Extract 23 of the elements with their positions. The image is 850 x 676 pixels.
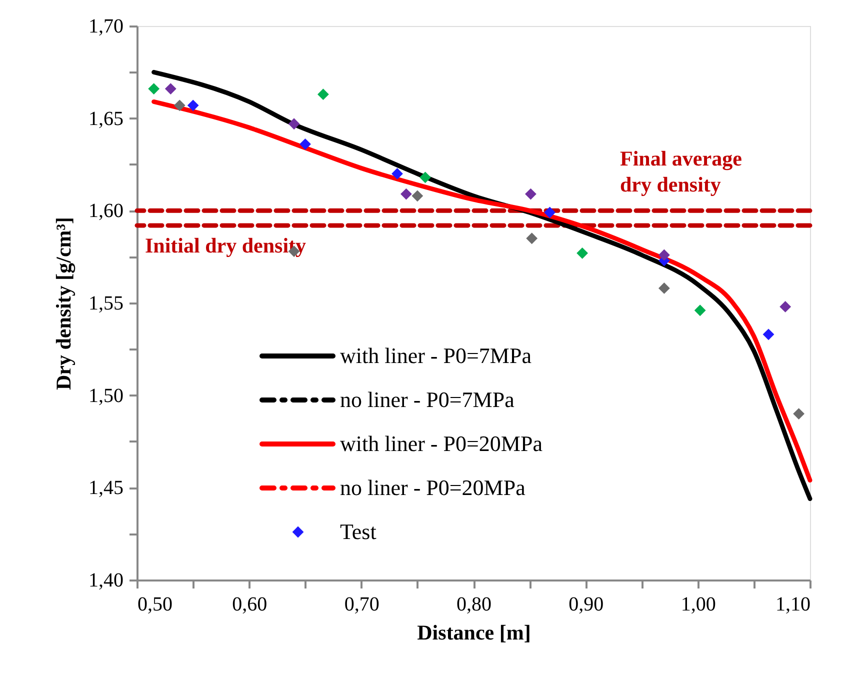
x-tick-label: 0,80 bbox=[456, 594, 492, 616]
legend-label: with liner - P0=7MPa bbox=[340, 343, 532, 368]
y-tick-label: 1,45 bbox=[88, 477, 124, 500]
ref-line-label: Final average dry density bbox=[620, 146, 742, 197]
ref-line-label: Initial dry density bbox=[145, 233, 307, 258]
y-tick-label: 1,70 bbox=[88, 16, 124, 38]
x-tick-label: 0,70 bbox=[344, 594, 380, 616]
x-tick-label: 1,10 bbox=[776, 594, 810, 616]
y-tick-label: 1,55 bbox=[88, 292, 124, 314]
x-tick-label: 0,50 bbox=[138, 594, 172, 616]
x-axis-title: Distance [m] bbox=[417, 620, 531, 644]
y-tick-label: 1,40 bbox=[88, 570, 124, 592]
x-tick-label: 0,60 bbox=[232, 594, 268, 616]
legend-label: Test bbox=[340, 519, 376, 544]
y-tick-label: 1,65 bbox=[88, 108, 124, 130]
legend-label: no liner - P0=7MPa bbox=[340, 387, 515, 412]
y-axis-title: Dry density [g/cm³] bbox=[52, 216, 76, 390]
y-tick-label: 1,50 bbox=[88, 384, 124, 407]
y-tick-label: 1,60 bbox=[88, 200, 124, 222]
legend-label: no liner - P0=20MPa bbox=[340, 475, 526, 500]
x-tick-label: 1,00 bbox=[680, 594, 716, 616]
x-tick-label: 0,90 bbox=[568, 594, 604, 616]
legend-label: with liner - P0=20MPa bbox=[340, 431, 543, 456]
